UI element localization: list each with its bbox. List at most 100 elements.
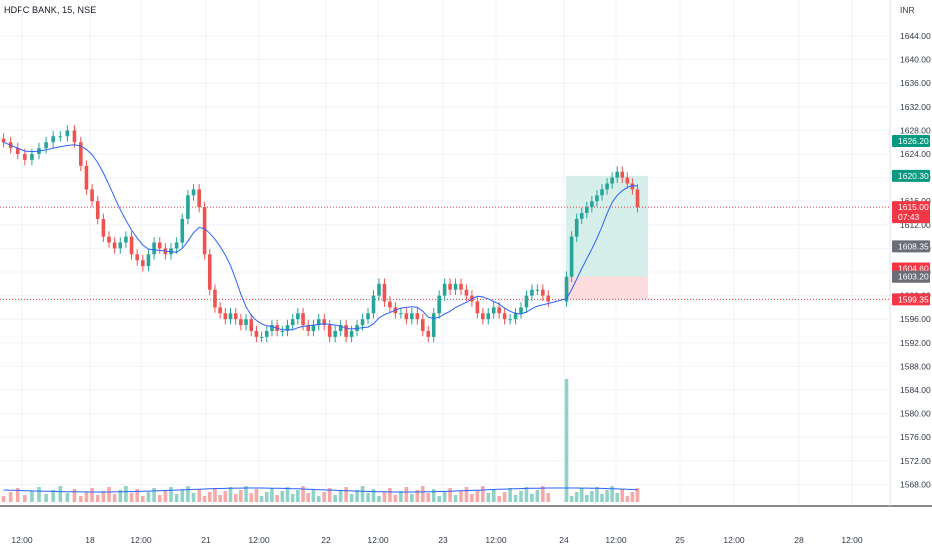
price-tag-label: 1603.20 [898, 272, 929, 282]
volume-bar [275, 495, 279, 502]
candle-body [399, 313, 403, 315]
x-tick-label: 12:00 [605, 535, 627, 545]
volume-bar [191, 493, 196, 502]
price-tag-label: 1626.20 [898, 136, 929, 146]
candle-body [453, 283, 458, 290]
candle-body [448, 283, 452, 290]
x-tick-label: 22 [321, 535, 331, 545]
x-tick-label: 12:00 [723, 535, 745, 545]
volume-bar [355, 490, 359, 502]
candle-body [382, 283, 387, 302]
candle-body [360, 319, 365, 326]
candle-body [301, 313, 305, 326]
x-tick-label: 23 [438, 535, 448, 545]
candle-body [65, 130, 70, 137]
candle-body [135, 254, 139, 261]
volume-bar [244, 486, 248, 502]
candle-body [625, 177, 630, 184]
x-tick-label: 12:00 [248, 535, 270, 545]
y-tick-label: 1572.00 [900, 456, 931, 466]
price-tag-bg [892, 240, 930, 253]
candle-body [296, 313, 300, 320]
candle-body [585, 207, 589, 213]
price-tag-label: 1620.30 [898, 171, 929, 181]
candle-body [595, 195, 599, 202]
volume-bar [620, 489, 625, 502]
volume-bar [448, 488, 452, 502]
candle-body [442, 283, 447, 296]
price-tag: 1620.30 [892, 169, 930, 182]
volume-bar [249, 493, 254, 502]
y-tick-label: 1640.00 [900, 55, 931, 65]
y-tick-label: 1596.00 [900, 314, 931, 324]
x-tick-label: 12:00 [367, 535, 389, 545]
volume-bar [202, 496, 207, 502]
chart-symbol-title: HDFC BANK, 15, NSE [4, 5, 97, 15]
candle-body [197, 189, 201, 208]
volume-bar [228, 487, 233, 502]
candle-body [508, 319, 512, 321]
volume-bar [239, 490, 243, 502]
y-tick-label: 1568.00 [900, 479, 931, 489]
volume-bar [333, 495, 337, 502]
candle-body [546, 295, 551, 302]
volume-bar [169, 487, 173, 502]
volume-bar [290, 494, 295, 502]
volume-bar [311, 489, 316, 502]
volume-bar [327, 488, 332, 502]
candle-body [264, 331, 269, 337]
y-tick-label: 1588.00 [900, 361, 931, 371]
candle-body [513, 313, 518, 320]
volume-bar [569, 496, 574, 502]
volume-bar [481, 486, 485, 502]
candle-body [388, 301, 392, 308]
volume-bar [349, 494, 354, 502]
volume-bar [459, 491, 463, 502]
volume-bar [486, 493, 491, 502]
volume-bar [322, 492, 327, 502]
volume-bar [129, 493, 134, 502]
candle-body [44, 142, 48, 149]
volume-bar [124, 486, 128, 502]
candle-body [311, 325, 316, 331]
volume-bar [84, 492, 89, 502]
volume-bar [15, 488, 20, 502]
volume-bar [530, 494, 534, 502]
y-tick-label: 1612.00 [900, 220, 931, 230]
candle-body [146, 254, 151, 267]
volume-bar [382, 492, 387, 502]
x-tick-label: 12:00 [841, 535, 863, 545]
volume-bar [615, 493, 619, 502]
volume-bar [197, 489, 201, 502]
candle-body [377, 283, 381, 296]
volume-bar [207, 492, 212, 502]
candle-body [239, 319, 243, 326]
price-tag-label: 1604.60 [898, 263, 929, 273]
candle-body [635, 189, 640, 208]
volume-bar [107, 487, 111, 502]
candle-body [129, 236, 134, 255]
volume-bar [264, 492, 269, 502]
price-tag-bg [892, 293, 930, 306]
volume-bar [519, 491, 523, 502]
candle-body [254, 331, 259, 337]
volume-bar [72, 489, 77, 502]
volume-bar [186, 486, 190, 502]
candle-body [569, 236, 574, 277]
volume-bar [508, 488, 512, 502]
candle-body [174, 242, 179, 249]
volume-bar [437, 496, 441, 502]
volume-bar [37, 487, 41, 502]
candle-body [366, 313, 370, 320]
candle-body [112, 242, 117, 249]
volume-bar [546, 493, 551, 502]
price-tag-label: 1608.35 [898, 241, 929, 251]
candle-body [431, 313, 436, 337]
volume-bar [426, 493, 431, 502]
y-tick-label: 1636.00 [900, 78, 931, 88]
volume-bar [1, 496, 6, 502]
candle-body [519, 307, 523, 314]
volume-bar [404, 487, 409, 502]
candle-body [426, 331, 431, 337]
